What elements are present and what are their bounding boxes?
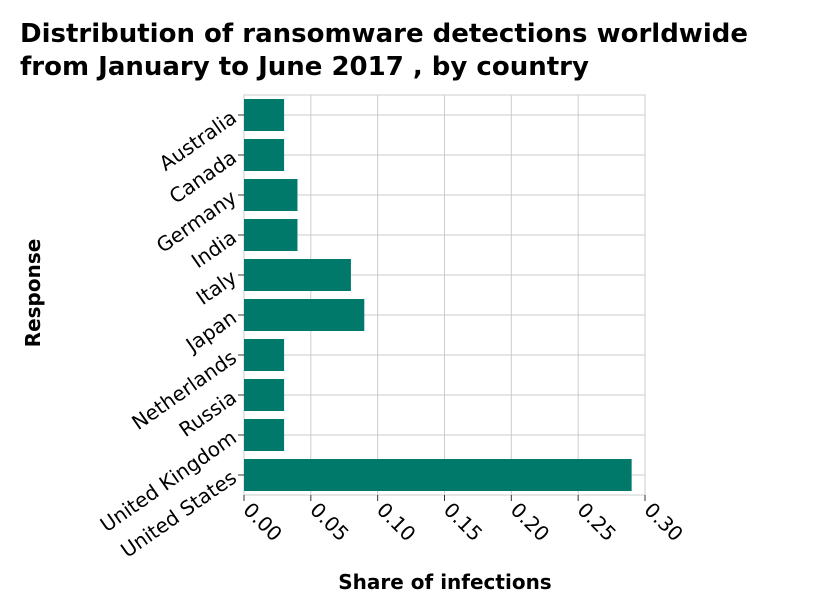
x-tick-label: 0.10 bbox=[372, 498, 420, 546]
chart-title-line-2: from January to June 2017 , by country bbox=[20, 52, 589, 82]
x-tick-label: 0.00 bbox=[238, 498, 286, 546]
bar bbox=[244, 179, 298, 211]
bar bbox=[244, 339, 285, 371]
bar bbox=[244, 379, 285, 411]
x-tick-label: 0.15 bbox=[439, 498, 487, 546]
bar bbox=[244, 219, 298, 251]
x-tick-label: 0.20 bbox=[506, 498, 554, 546]
x-tick-label: 0.05 bbox=[305, 498, 353, 546]
bar bbox=[244, 259, 351, 291]
bar bbox=[244, 419, 285, 451]
bar bbox=[244, 299, 365, 331]
y-axis-label: Response bbox=[21, 239, 45, 348]
x-axis-label: Share of infections bbox=[338, 570, 551, 594]
bar bbox=[244, 139, 285, 171]
chart-title-line-1: Distribution of ransomware detections wo… bbox=[20, 19, 748, 49]
y-tick-label: Japan bbox=[180, 305, 241, 358]
x-tick-label: 0.30 bbox=[639, 498, 687, 546]
plot-area: AustraliaCanadaGermanyIndiaItalyJapanNet… bbox=[96, 94, 688, 563]
bar bbox=[244, 459, 632, 491]
bar bbox=[244, 99, 285, 131]
x-tick-label: 0.25 bbox=[573, 498, 621, 546]
